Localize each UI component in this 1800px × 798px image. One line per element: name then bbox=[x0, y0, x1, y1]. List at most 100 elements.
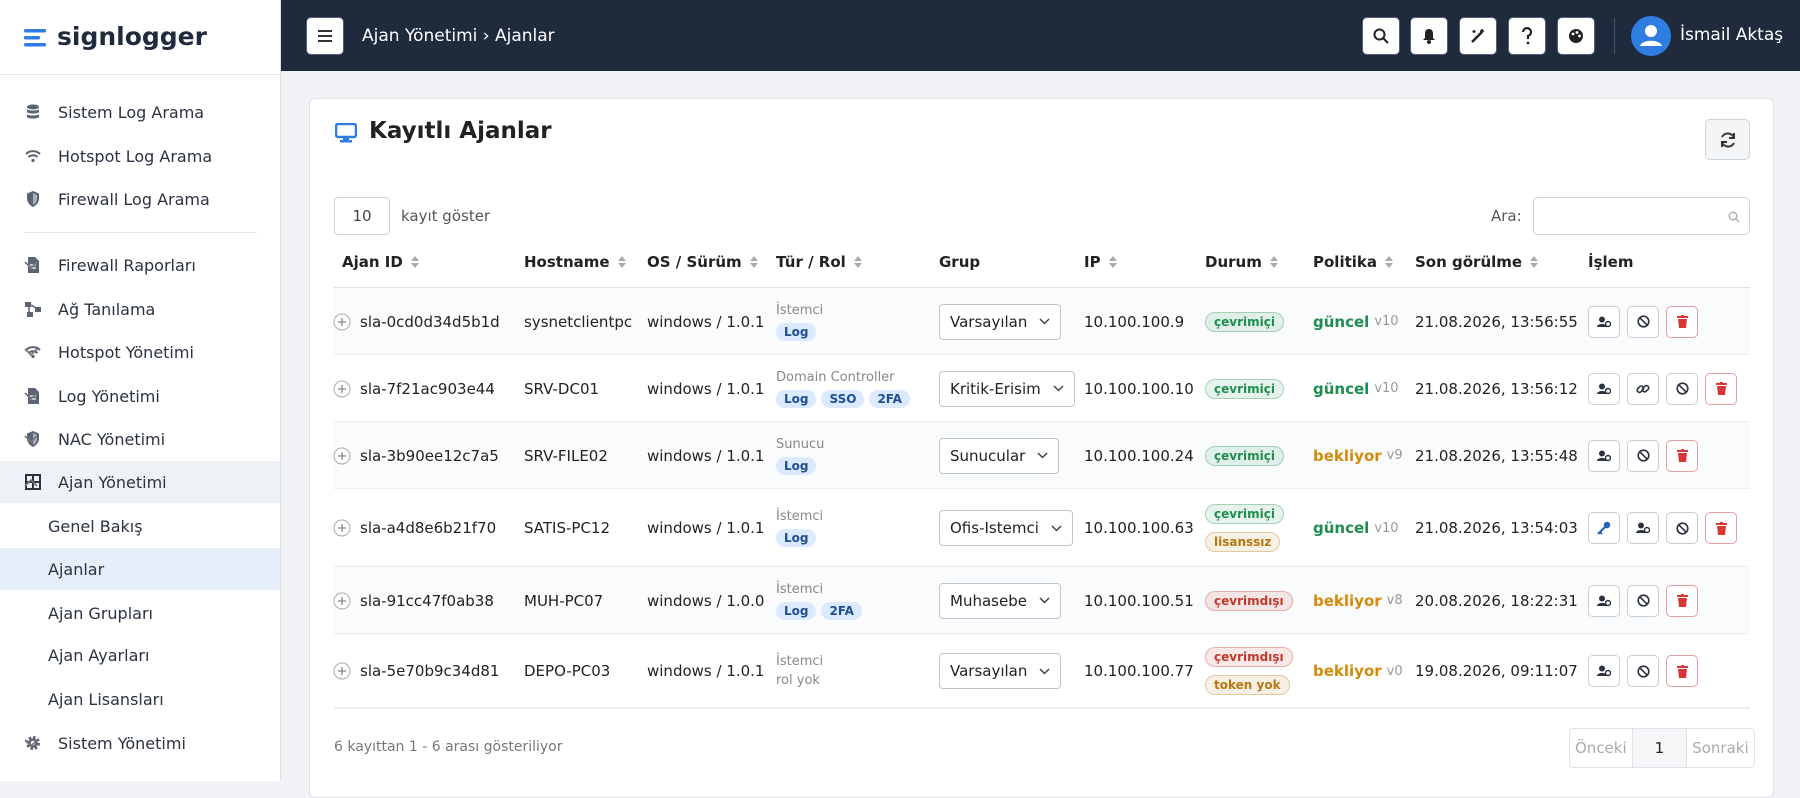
actions-cell bbox=[1588, 489, 1744, 567]
group-select[interactable]: Ofis-Istemci bbox=[939, 510, 1073, 546]
policy-status: güncel bbox=[1313, 379, 1370, 398]
help-button[interactable] bbox=[1508, 17, 1546, 55]
tools-button[interactable] bbox=[1459, 17, 1497, 55]
action-del[interactable] bbox=[1705, 512, 1737, 544]
column-header[interactable]: Hostname bbox=[524, 253, 626, 271]
column-header[interactable]: Durum bbox=[1205, 253, 1278, 271]
group-select[interactable]: Kritik-Erisim bbox=[939, 370, 1075, 407]
current-page[interactable]: 1 bbox=[1631, 729, 1688, 767]
action-user[interactable] bbox=[1588, 584, 1620, 617]
group-name: Varsayılan bbox=[950, 312, 1028, 331]
column-header[interactable]: Son görülme bbox=[1415, 253, 1539, 271]
os-cell: windows / 1.0.1 bbox=[647, 634, 764, 708]
group-select[interactable]: Varsayılan bbox=[939, 653, 1062, 689]
agent-type: İstemci bbox=[776, 654, 824, 669]
submenu-item[interactable]: Ajan Ayarları bbox=[0, 634, 280, 676]
page-nav[interactable]: Sonraki bbox=[1692, 739, 1749, 757]
expand-button[interactable] bbox=[333, 592, 351, 610]
table-row: sla-91cc47f0ab38 MUH-PC07 windows / 1.0.0 İ… bbox=[333, 567, 1750, 634]
nav-item[interactable]: Sistem Yönetimi bbox=[0, 722, 280, 764]
action-del[interactable] bbox=[1666, 305, 1698, 338]
action-ban[interactable] bbox=[1627, 305, 1659, 338]
action-del[interactable] bbox=[1666, 439, 1698, 472]
action-user[interactable] bbox=[1588, 655, 1620, 687]
ip-address: 10.100.100.10 bbox=[1084, 379, 1194, 398]
action-ban[interactable] bbox=[1627, 584, 1659, 617]
type-cell: Domain Controller Log SSO 2FA bbox=[776, 355, 915, 422]
separator bbox=[1614, 18, 1615, 54]
group-select[interactable]: Varsayılan bbox=[939, 303, 1062, 340]
column-header[interactable]: OS / Sürüm bbox=[647, 253, 758, 271]
nav-item[interactable]: Ağ Tanılama bbox=[0, 288, 280, 330]
status-badge: çevrimiçi bbox=[1205, 378, 1284, 399]
last-seen-cell: 21.08.2026, 13:55:48 bbox=[1415, 422, 1578, 489]
nav-item[interactable]: Hotspot Log Arama bbox=[0, 135, 280, 177]
logo bbox=[24, 29, 46, 47]
notifications-button[interactable] bbox=[1410, 17, 1448, 55]
column-header[interactable]: Tür / Rol bbox=[776, 253, 862, 271]
action-key[interactable] bbox=[1588, 512, 1620, 544]
action-ban[interactable] bbox=[1666, 372, 1698, 405]
page-length[interactable]: 10 bbox=[334, 197, 390, 235]
search-input[interactable] bbox=[1533, 197, 1750, 235]
column-header[interactable]: Politika bbox=[1313, 253, 1393, 271]
hostname: SRV-DC01 bbox=[524, 379, 600, 398]
action-del[interactable] bbox=[1666, 655, 1698, 687]
action-user[interactable] bbox=[1588, 372, 1620, 405]
action-link[interactable] bbox=[1627, 372, 1659, 405]
policy-version: v9 bbox=[1386, 448, 1403, 463]
action-user[interactable] bbox=[1588, 305, 1620, 338]
submenu-item[interactable]: Genel Bakış bbox=[0, 505, 280, 547]
nav-item[interactable]: Firewall Raporları bbox=[0, 244, 280, 286]
last-seen: 21.08.2026, 13:56:55 bbox=[1415, 312, 1578, 331]
submenu-item[interactable]: Ajan Grupları bbox=[0, 592, 280, 634]
group-select[interactable]: Sunucular bbox=[939, 437, 1060, 474]
action-user[interactable] bbox=[1588, 439, 1620, 472]
expand-button[interactable] bbox=[333, 662, 351, 680]
hostname-cell: sysnetclientpc bbox=[524, 288, 632, 355]
theme-button[interactable] bbox=[1557, 17, 1595, 55]
column-label: İşlem bbox=[1588, 253, 1634, 271]
nav-item[interactable]: Ajan Yönetimi bbox=[0, 461, 280, 503]
type-cell: İstemci rol yok bbox=[776, 634, 823, 708]
nav-item[interactable]: Log Yönetimi bbox=[0, 375, 280, 417]
action-del[interactable] bbox=[1705, 372, 1737, 405]
submenu-item[interactable]: Ajanlar bbox=[0, 548, 280, 590]
expand-button[interactable] bbox=[333, 519, 351, 537]
action-user[interactable] bbox=[1627, 512, 1659, 544]
action-del[interactable] bbox=[1666, 584, 1698, 617]
action-ban[interactable] bbox=[1627, 439, 1659, 472]
nav-item[interactable]: Firewall Log Arama bbox=[0, 178, 280, 220]
last-seen: 19.08.2026, 09:11:07 bbox=[1415, 662, 1578, 680]
user-name[interactable]: İsmail Aktaş bbox=[1680, 25, 1784, 45]
page-nav[interactable]: Önceki bbox=[1575, 739, 1627, 757]
nav-item[interactable]: NAC Yönetimi bbox=[0, 418, 280, 460]
action-ban[interactable] bbox=[1627, 655, 1659, 687]
last-seen-cell: 21.08.2026, 13:54:03 bbox=[1415, 489, 1578, 567]
avatar[interactable] bbox=[1630, 15, 1672, 57]
ip-address: 10.100.100.63 bbox=[1084, 519, 1194, 537]
topbar: Ajan Yönetimi › Ajanlar İsmail Aktaş bbox=[281, 0, 1800, 71]
menu-toggle[interactable] bbox=[306, 17, 344, 55]
nav-label: Sistem Yönetimi bbox=[58, 733, 186, 753]
expand-button[interactable] bbox=[333, 380, 351, 398]
hostname-cell: MUH-PC07 bbox=[524, 567, 603, 634]
os-version: windows / 1.0.1 bbox=[647, 662, 765, 680]
expand-button[interactable] bbox=[333, 313, 351, 331]
nav-label: Ajan Ayarları bbox=[48, 645, 150, 665]
nav-item[interactable]: Hotspot Yönetimi bbox=[0, 331, 280, 373]
column-header[interactable]: Ajan ID bbox=[342, 253, 419, 271]
refresh-button[interactable] bbox=[1705, 119, 1750, 160]
group-name: Kritik-Erisim bbox=[950, 379, 1041, 398]
action-ban[interactable] bbox=[1666, 512, 1698, 544]
column-header[interactable]: IP bbox=[1084, 253, 1117, 271]
group-select[interactable]: Muhasebe bbox=[939, 582, 1061, 619]
column-label: OS / Sürüm bbox=[647, 253, 742, 271]
nav-item[interactable]: Sistem Log Arama bbox=[0, 91, 280, 133]
nav-label: NAC Yönetimi bbox=[58, 429, 166, 449]
hostname-cell: DEPO-PC03 bbox=[524, 634, 610, 708]
search-button[interactable] bbox=[1362, 17, 1400, 55]
expand-button[interactable] bbox=[333, 447, 351, 465]
last-seen-cell: 20.08.2026, 18:22:31 bbox=[1415, 567, 1578, 634]
submenu-item[interactable]: Ajan Lisansları bbox=[0, 678, 280, 720]
